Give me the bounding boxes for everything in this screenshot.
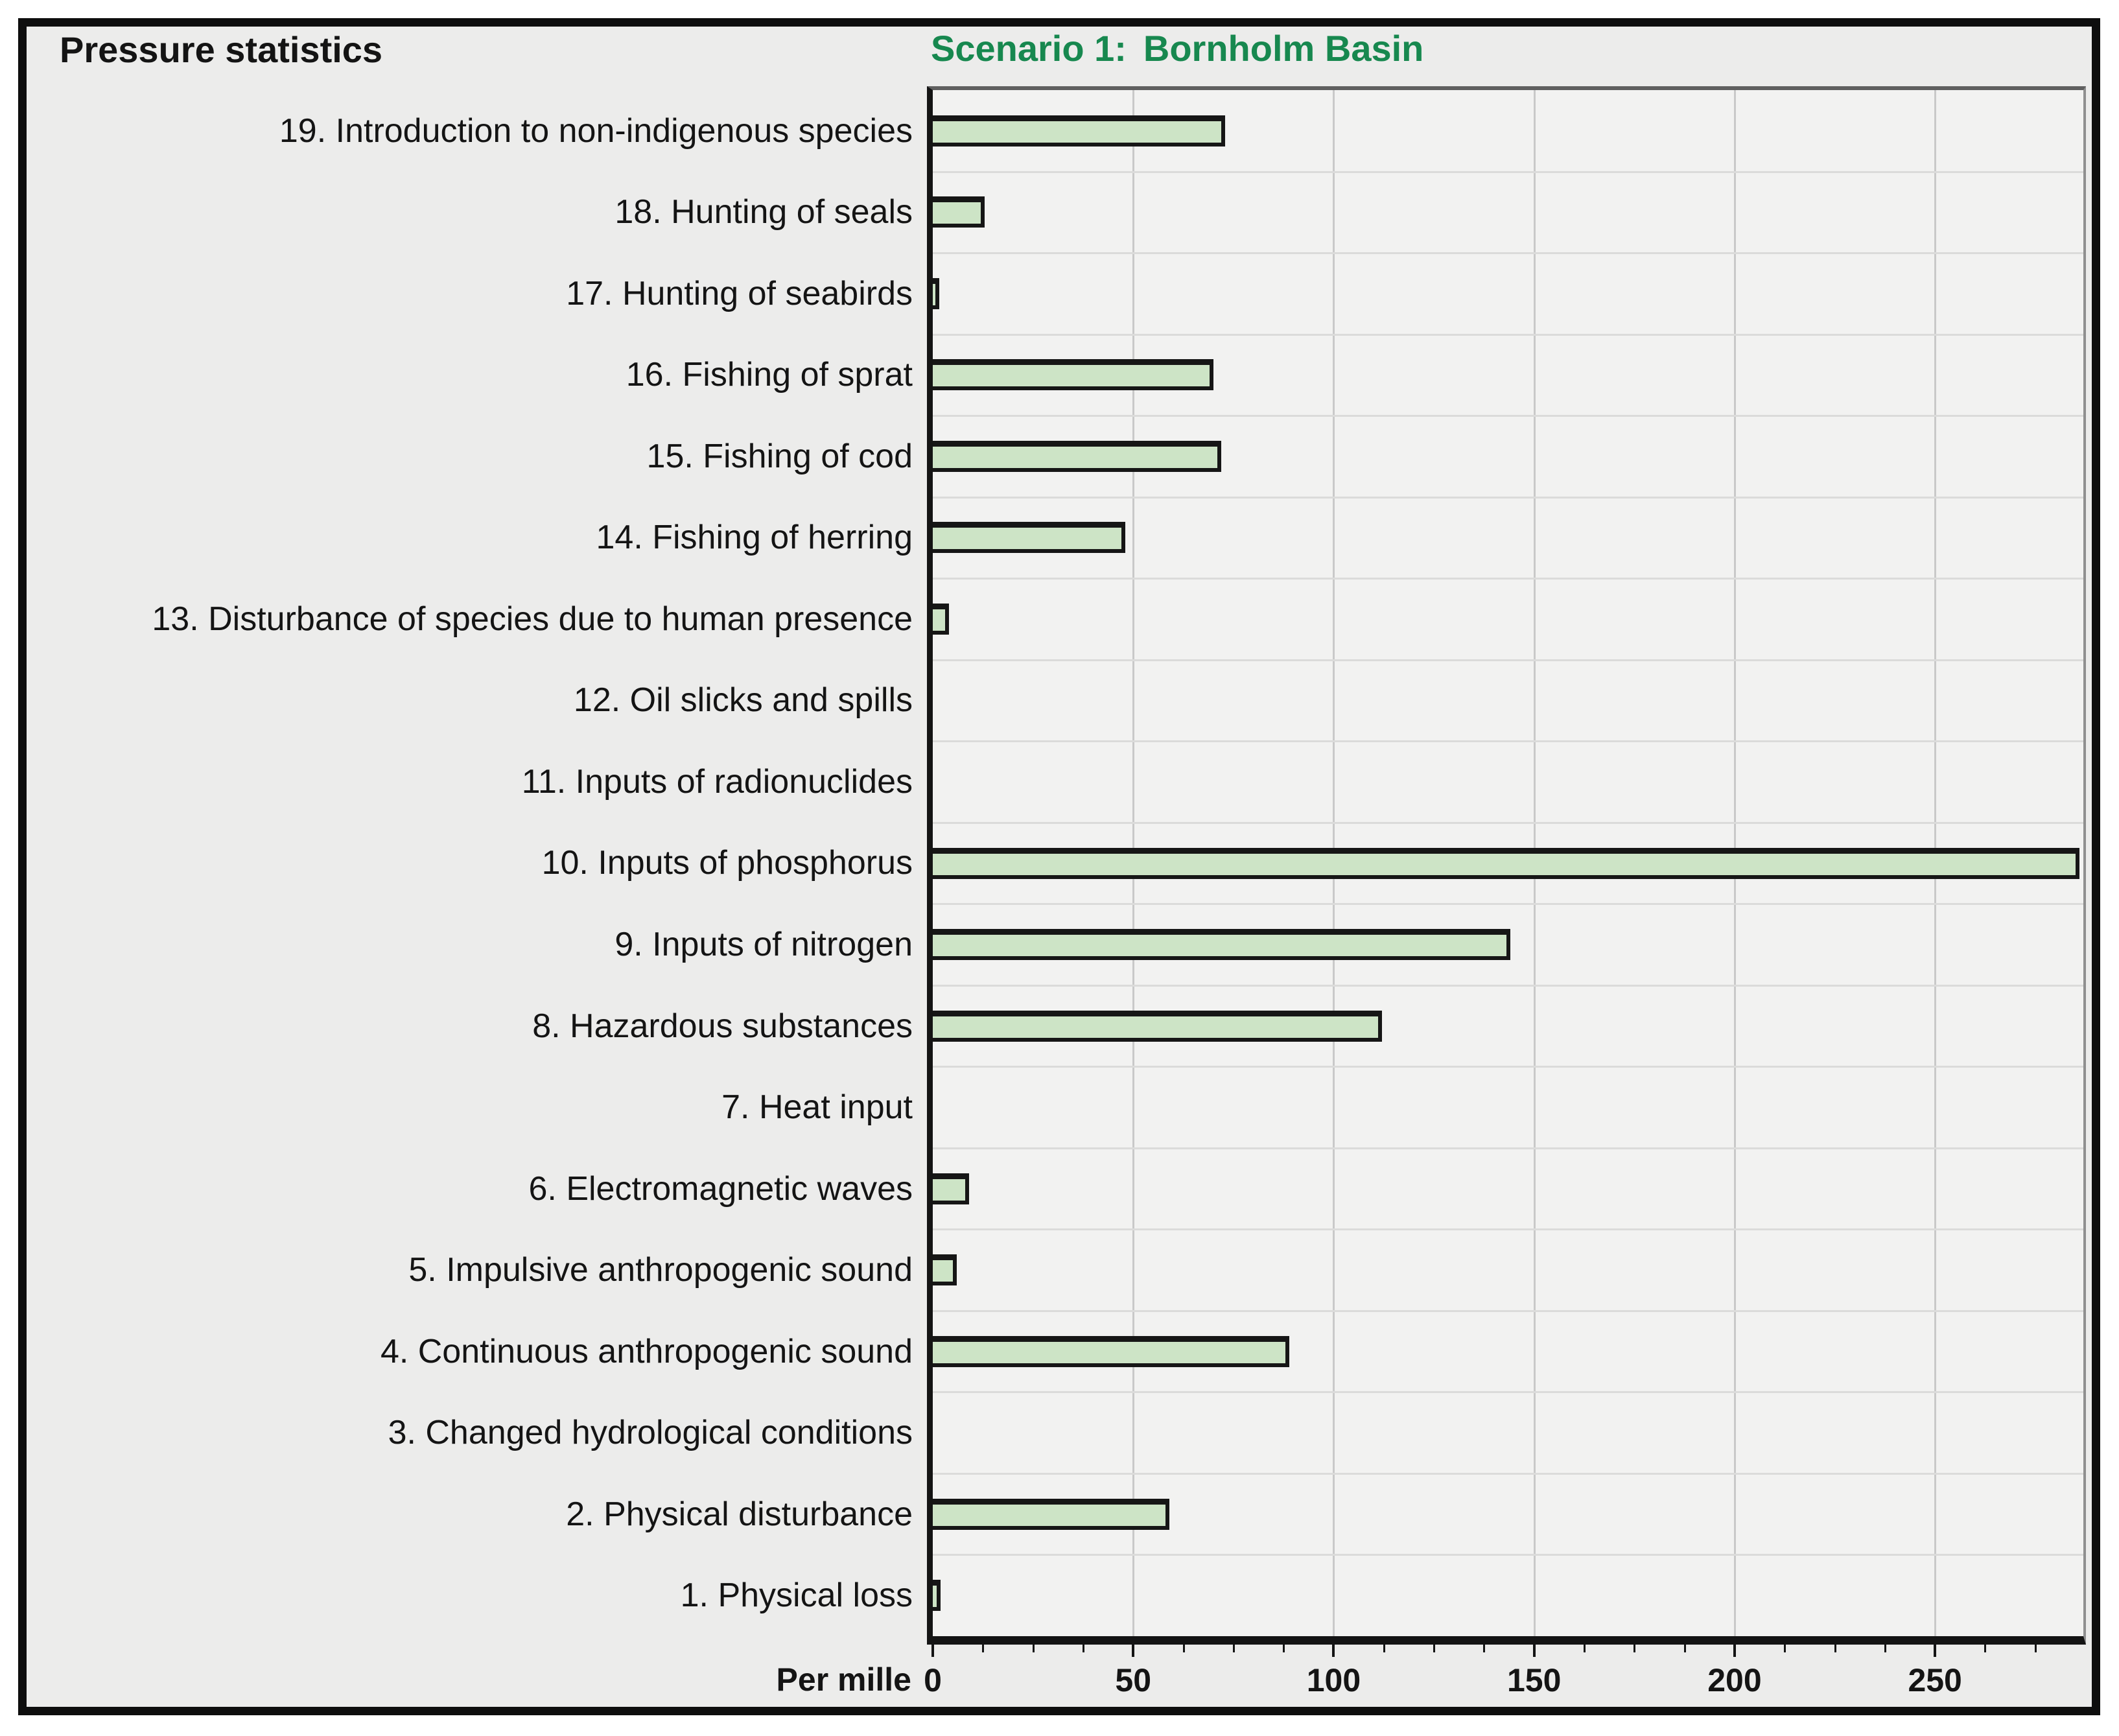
bar (933, 440, 1222, 472)
minor-tick (1283, 1645, 1285, 1652)
minor-tick (2034, 1645, 2037, 1652)
category-label: 19. Introduction to non-indigenous speci… (279, 111, 913, 150)
category-label: 4. Continuous anthropogenic sound (380, 1332, 913, 1370)
category-label: 11. Inputs of radionuclides (521, 762, 913, 801)
minor-tick (1633, 1645, 1636, 1652)
minor-tick (1984, 1645, 1987, 1652)
tick-label: 150 (1506, 1662, 1562, 1698)
bar (933, 277, 939, 309)
gridline-horizontal (933, 1472, 2083, 1475)
major-tick (1332, 1645, 1335, 1657)
gridline-horizontal (933, 333, 2083, 336)
gridline-horizontal (933, 1228, 2083, 1231)
bar (933, 929, 1510, 961)
category-label: 9. Inputs of nitrogen (615, 926, 913, 963)
category-label: 6. Electromagnetic waves (528, 1169, 913, 1208)
page-title: Pressure statistics (60, 29, 383, 70)
gridline-horizontal (933, 740, 2083, 743)
gridline-horizontal (933, 170, 2083, 173)
category-label: 14. Fishing of herring (596, 519, 913, 557)
category-label: 18. Hunting of seals (615, 193, 913, 231)
major-tick (1934, 1645, 1937, 1657)
category-label: 15. Fishing of cod (646, 437, 913, 475)
tick-label: 200 (1707, 1662, 1762, 1698)
bar (933, 359, 1213, 391)
gridline-horizontal (933, 659, 2083, 661)
gridline-horizontal (933, 1309, 2083, 1312)
gridline-horizontal (933, 415, 2083, 417)
category-label: 12. Oil slicks and spills (573, 681, 913, 720)
major-tick (931, 1645, 934, 1657)
major-tick (1132, 1645, 1135, 1657)
bar (933, 1010, 1382, 1042)
category-labels-column: 19. Introduction to non-indigenous speci… (29, 90, 913, 1636)
gridline-horizontal (933, 496, 2083, 499)
minor-tick (1784, 1645, 1786, 1652)
scenario-name: Bornholm Basin (1143, 28, 1424, 69)
gridline-horizontal (933, 252, 2083, 255)
bar (933, 847, 2079, 879)
minor-tick (1433, 1645, 1436, 1652)
category-label: 5. Impulsive anthropogenic sound (408, 1251, 913, 1289)
category-label: 16. Fishing of sprat (626, 356, 913, 394)
bar (933, 522, 1125, 554)
minor-tick (1082, 1645, 1084, 1652)
plot-area (927, 86, 2086, 1645)
tick-label: 50 (1115, 1662, 1152, 1698)
major-tick (1733, 1645, 1736, 1657)
minor-tick (1483, 1645, 1486, 1652)
category-label: 8. Hazardous substances (532, 1007, 913, 1045)
x-axis: 0 50 100 150 200 250 (924, 1645, 2083, 1709)
gridline-horizontal (933, 578, 2083, 580)
category-label: 3. Changed hydrological conditions (388, 1414, 913, 1452)
scenario-label: Scenario 1: (931, 28, 1127, 69)
major-tick (1532, 1645, 1536, 1657)
minor-tick (1032, 1645, 1035, 1652)
bar (933, 1335, 1290, 1367)
bar (933, 1580, 941, 1612)
tick-label: 0 (924, 1662, 942, 1698)
scenario-title: Scenario 1: Bornholm Basin (931, 27, 1423, 69)
bar (933, 115, 1226, 147)
minor-tick (1182, 1645, 1185, 1652)
category-label: 7. Heat input (721, 1088, 913, 1127)
category-label: 1. Physical loss (680, 1577, 913, 1615)
minor-tick (1884, 1645, 1886, 1652)
plot-inner (933, 90, 2083, 1636)
bar (933, 196, 985, 228)
axis-unit-label: Per mille (776, 1661, 911, 1698)
tick-label: 250 (1908, 1662, 1962, 1698)
bar (933, 1173, 969, 1204)
tick-label: 100 (1306, 1662, 1361, 1698)
bar (933, 1498, 1169, 1530)
category-label: 10. Inputs of phosphorus (541, 844, 913, 882)
gridline-horizontal (933, 1554, 2083, 1556)
gridline-horizontal (933, 984, 2083, 987)
minor-tick (1834, 1645, 1836, 1652)
gridline-horizontal (933, 1391, 2083, 1394)
minor-tick (1683, 1645, 1686, 1652)
gridline-horizontal (933, 1147, 2083, 1149)
minor-tick (1383, 1645, 1385, 1652)
minor-tick (982, 1645, 985, 1652)
gridline-horizontal (933, 821, 2083, 824)
minor-tick (1584, 1645, 1586, 1652)
minor-tick (1232, 1645, 1235, 1652)
bar (933, 603, 949, 635)
bar (933, 1254, 957, 1286)
gridline-horizontal (933, 903, 2083, 906)
category-label: 2. Physical disturbance (566, 1495, 913, 1533)
category-label: 13. Disturbance of species due to human … (152, 600, 913, 638)
gridline-horizontal (933, 1066, 2083, 1068)
category-label: 17. Hunting of seabirds (566, 274, 913, 312)
